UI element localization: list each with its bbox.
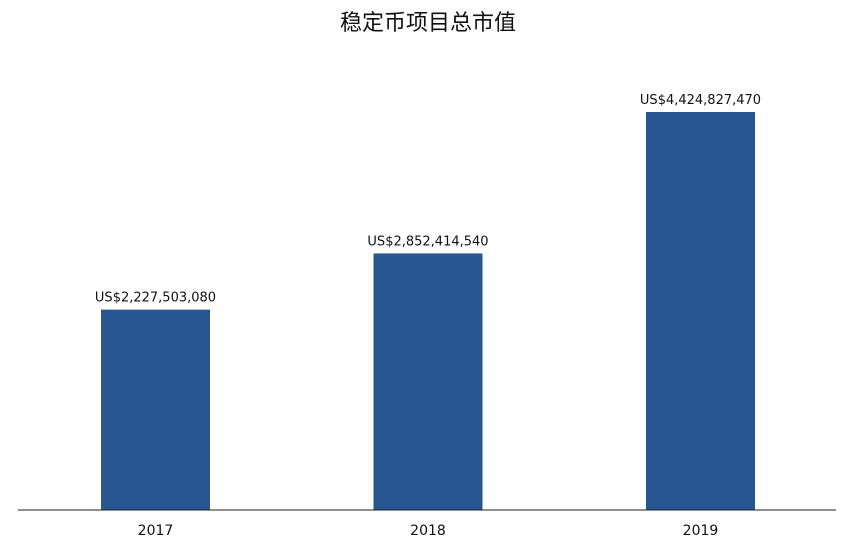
bar-value-label-2019: US$4,424,827,470 <box>640 93 761 108</box>
x-tick-label-2019: 2019 <box>683 523 719 539</box>
bar-2019 <box>646 112 755 510</box>
bars-layer <box>101 112 755 510</box>
x-tick-label-2017: 2017 <box>138 523 174 539</box>
bar-2017 <box>101 309 210 510</box>
bar-value-label-2017: US$2,227,503,080 <box>95 291 216 306</box>
labels-layer: US$2,227,503,080 US$2,852,414,540 US$4,424… <box>95 93 761 306</box>
chart-title: 稳定币项目总市值 <box>340 11 516 36</box>
ticks-layer: 2017 2018 2019 <box>138 523 719 539</box>
x-tick-label-2018: 2018 <box>410 523 446 539</box>
bar-2018 <box>373 253 483 510</box>
bar-value-label-2018: US$2,852,414,540 <box>367 234 488 249</box>
